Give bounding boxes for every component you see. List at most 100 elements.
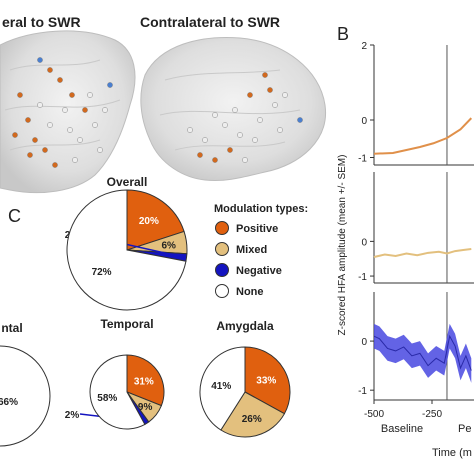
pie-title: Temporal [100, 317, 153, 331]
y-tick-label: 0 [361, 337, 367, 348]
electrode-dot [37, 57, 43, 63]
electrode-dot [242, 157, 248, 163]
y-tick-label: -1 [358, 154, 367, 165]
electrode-dot [37, 102, 43, 108]
electrode-dot [62, 107, 68, 113]
electrode-dot [232, 107, 238, 113]
pie-slice-label: 26% [242, 414, 262, 425]
legend-swatch [215, 263, 229, 277]
electrode-dot [277, 127, 283, 133]
panel-letter-c: C [8, 206, 21, 226]
electrode-dot [197, 152, 203, 158]
pie-chart: Temporal 31% 9% 2% 58% [65, 317, 165, 430]
electrode-dot [92, 122, 98, 128]
pie-slice-label: 6% [161, 241, 176, 252]
timeseries-panel: Z-scored HFA amplitude (mean +/- SEM) 2 0… [337, 41, 474, 459]
pie-slice-label: 9% [138, 402, 153, 413]
electrode-dot [297, 117, 303, 123]
electrode-dot [227, 147, 233, 153]
y-tick-label: 0 [361, 237, 367, 248]
phase-label-pre: Pe [458, 423, 471, 435]
electrode-dot [52, 162, 58, 168]
electrode-dot [82, 107, 88, 113]
phase-label-baseline: Baseline [381, 423, 423, 435]
x-tick-label: -250 [422, 409, 442, 420]
electrode-dot [252, 137, 258, 143]
electrode-dot [57, 77, 63, 83]
header-contralateral: Contralateral to SWR [140, 14, 280, 30]
timeseries-subplot: 2 0 -1 [358, 41, 474, 166]
electrode-dot [262, 72, 268, 78]
legend-item: Positive [215, 221, 278, 235]
series-line [373, 117, 473, 155]
electrode-dot [27, 152, 33, 158]
pie-title: ntal [1, 321, 22, 335]
legend-label: Positive [236, 223, 278, 235]
electrode-dot [187, 127, 193, 133]
y-axis-label: Z-scored HFA amplitude (mean +/- SEM) [337, 155, 348, 336]
pie-slice [89, 354, 146, 430]
electrode-dot [212, 112, 218, 118]
y-tick-label: 2 [361, 41, 367, 52]
electrode-dot [97, 147, 103, 153]
pie-slice-label: 2% [65, 410, 80, 421]
pie-slice [66, 189, 187, 311]
pie-slice-label: 31% [134, 377, 154, 388]
legend-swatch [215, 221, 229, 235]
legend-label: None [236, 286, 264, 298]
y-tick-label: -1 [358, 272, 367, 283]
y-tick-label: -1 [358, 386, 367, 397]
legend: Modulation types: Positive Mixed Negative N… [214, 203, 308, 298]
legend-item: None [215, 284, 264, 298]
header-ipsilateral: eral to SWR [2, 14, 81, 30]
pie-slice [199, 346, 246, 431]
pie-slice-label: 33% [256, 375, 276, 386]
y-tick-label: 0 [361, 116, 367, 127]
pie-chart: ntal 66% [0, 321, 51, 447]
electrode-dot [222, 122, 228, 128]
electrode-dot [272, 102, 278, 108]
electrode-dot [32, 137, 38, 143]
pie-slice-label: 72% [92, 267, 112, 278]
timeseries-subplot: 0 -1 [358, 172, 474, 284]
pie-chart: Amygdala 33% 26% 41% [199, 319, 291, 438]
series-line [373, 334, 472, 371]
legend-swatch [215, 284, 229, 298]
electrode-dot [212, 157, 218, 163]
pie-slice-label: 41% [211, 381, 231, 392]
pie-slice-label: 58% [97, 393, 117, 404]
pie-slice [220, 391, 286, 438]
x-axis-label: Time (m [432, 447, 472, 459]
electrode-dot [102, 107, 108, 113]
legend-item: Negative [215, 263, 282, 277]
pie-slice [0, 345, 51, 447]
electrode-dot [42, 147, 48, 153]
electrode-dot [107, 82, 113, 88]
pie-title: Overall [107, 175, 148, 189]
sem-band [374, 323, 472, 383]
timeseries-subplot: 0 -1 [358, 292, 474, 401]
electrode-dot [67, 127, 73, 133]
pie-charts: Overall 20% 6% 2% 72% ntal 66% Temporal 31% 9% 2% 5… [0, 175, 291, 447]
electrode-dot [25, 117, 31, 123]
electrode-dot [237, 132, 243, 138]
electrode-dot [267, 87, 273, 93]
electrode-dot [247, 92, 253, 98]
electrode-dot [72, 157, 78, 163]
legend-label: Negative [236, 265, 282, 277]
brain-ipsilateral-image [0, 30, 136, 194]
legend-item: Mixed [215, 242, 267, 256]
pie-slice [126, 354, 165, 407]
panel-letter-b: B [337, 24, 349, 44]
electrode-dot [202, 137, 208, 143]
pie-slice [244, 346, 291, 415]
pie-slice-label: 20% [139, 216, 159, 227]
electrode-dot [77, 137, 83, 143]
electrode-dot [69, 92, 75, 98]
electrode-dot [87, 92, 93, 98]
legend-swatch [215, 242, 229, 256]
brain-contralateral-image [140, 37, 327, 181]
pie-slice [126, 189, 185, 251]
